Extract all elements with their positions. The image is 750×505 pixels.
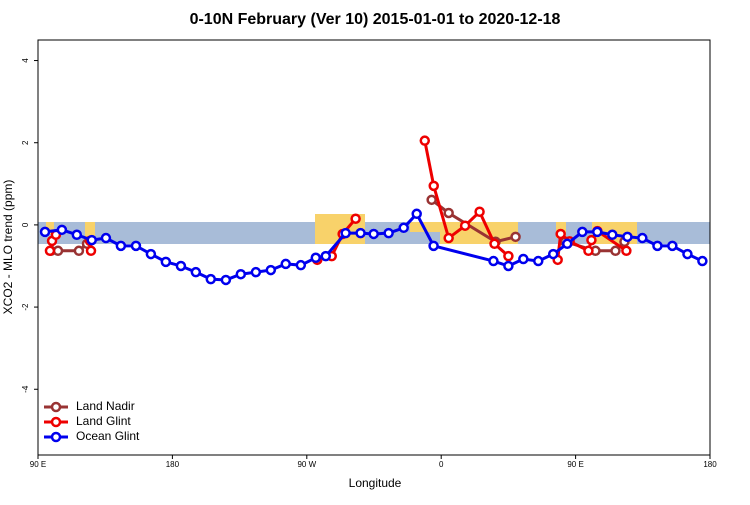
- point: [697, 255, 708, 267]
- point: [533, 255, 544, 267]
- x-tick-label: 0: [439, 460, 444, 469]
- point: [383, 227, 394, 239]
- point: [682, 248, 693, 260]
- point: [205, 273, 217, 285]
- point: [86, 234, 98, 246]
- point: [175, 260, 187, 272]
- legend-label: Ocean Glint: [76, 429, 140, 443]
- point: [419, 135, 431, 146]
- legend-label: Land Nadir: [76, 399, 135, 413]
- y-tick-label: 2: [21, 140, 30, 145]
- point: [320, 250, 332, 262]
- x-tick-label: 180: [703, 460, 717, 469]
- point: [310, 252, 322, 264]
- point: [160, 256, 172, 268]
- point: [607, 229, 618, 241]
- x-tick-label: 90 E: [567, 460, 583, 469]
- x-axis-label: Longitude: [349, 476, 402, 490]
- point: [73, 245, 85, 257]
- x-tick-label: 90 W: [297, 460, 316, 469]
- point: [555, 228, 566, 240]
- point: [250, 266, 262, 278]
- legend-marker: [50, 416, 62, 428]
- point: [265, 264, 277, 276]
- point: [503, 250, 514, 262]
- point: [610, 245, 621, 257]
- y-tick-label: 0: [21, 222, 30, 227]
- point: [592, 226, 603, 238]
- point: [561, 238, 573, 250]
- point: [56, 224, 68, 236]
- point: [426, 194, 437, 206]
- point: [100, 232, 112, 244]
- point: [130, 240, 142, 252]
- point: [474, 206, 485, 218]
- y-tick-label: -2: [21, 303, 30, 311]
- point: [510, 231, 521, 243]
- y-tick-label: 4: [21, 58, 30, 63]
- point: [295, 259, 307, 271]
- point: [355, 227, 366, 239]
- x-tick-label: 90 E: [30, 460, 46, 469]
- legend-label: Land Glint: [76, 414, 131, 428]
- point: [503, 260, 514, 272]
- chart-title: 0-10N February (Ver 10) 2015-01-01 to 20…: [190, 11, 561, 28]
- point: [518, 253, 529, 265]
- point: [368, 228, 379, 240]
- y-tick-label: -4: [21, 385, 30, 393]
- point: [44, 245, 56, 257]
- plot-frame: [37, 39, 711, 456]
- point: [652, 240, 663, 252]
- y-axis-label: XCO2 - MLO trend (ppm): [1, 180, 15, 315]
- point: [190, 266, 202, 278]
- point: [115, 240, 127, 252]
- point: [428, 240, 439, 252]
- point: [488, 255, 499, 267]
- point: [340, 227, 351, 239]
- point: [443, 232, 454, 244]
- point: [667, 240, 678, 252]
- point: [443, 207, 454, 219]
- point: [586, 234, 597, 246]
- point: [39, 226, 51, 238]
- point: [489, 238, 500, 250]
- point: [547, 248, 559, 260]
- point: [71, 229, 83, 241]
- point: [411, 208, 422, 220]
- point: [622, 231, 633, 243]
- point: [583, 245, 594, 257]
- point: [577, 226, 588, 238]
- legend-marker: [50, 431, 62, 443]
- x-tick-label: 180: [166, 460, 180, 469]
- point: [428, 180, 439, 192]
- point: [52, 245, 64, 257]
- point: [145, 248, 157, 260]
- point: [350, 213, 361, 224]
- point: [85, 245, 97, 257]
- point: [621, 245, 632, 257]
- legend-marker: [50, 401, 62, 413]
- point: [235, 268, 247, 280]
- point: [637, 232, 648, 244]
- point: [459, 220, 471, 231]
- point: [220, 274, 232, 286]
- point: [280, 258, 291, 270]
- point: [398, 222, 409, 234]
